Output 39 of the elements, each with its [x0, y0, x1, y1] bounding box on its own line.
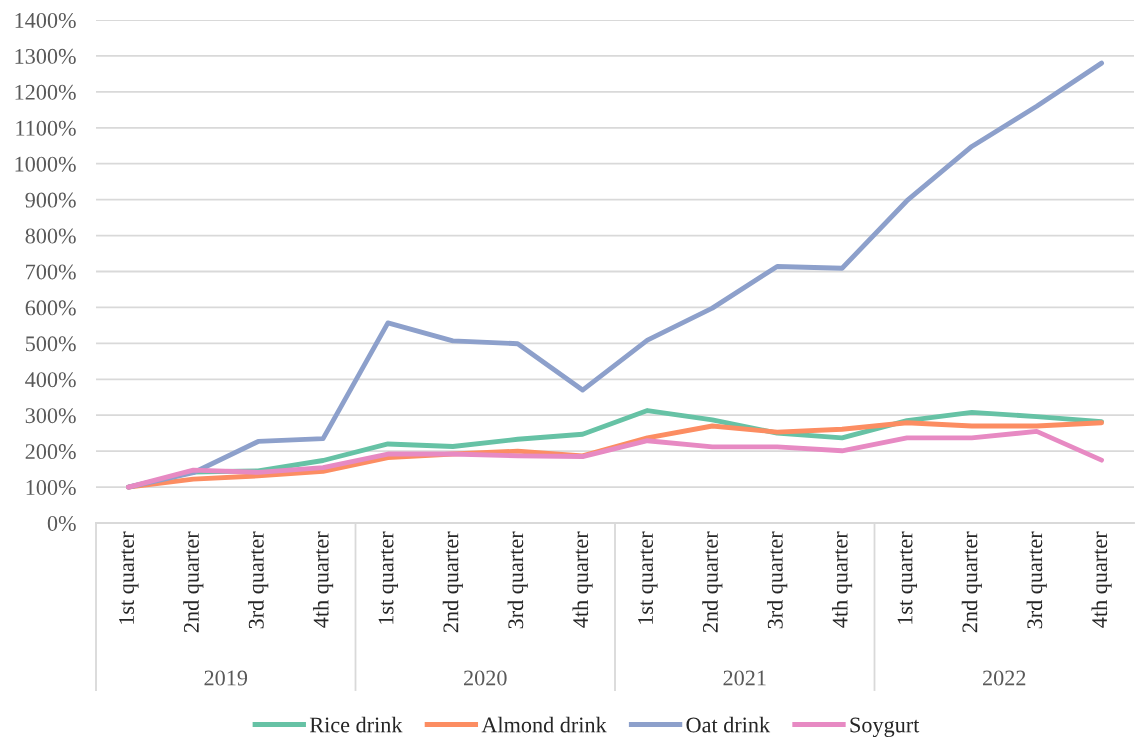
legend-label: Soygurt	[850, 717, 920, 738]
x-tick-label: 1st quarter	[378, 531, 399, 624]
y-tick-label: 800%	[25, 228, 76, 244]
x-tick-label: 1st quarter	[897, 531, 918, 624]
y-tick-label: 600%	[25, 300, 76, 316]
y-tick-label: 1100%	[16, 120, 76, 136]
y-tick-label: 500%	[26, 336, 76, 352]
y-tick-label: 0%	[47, 515, 76, 531]
x-tick-label: 4th quarter	[1091, 531, 1112, 628]
x-tick-label: 4th quarter	[572, 531, 593, 628]
x-tick-label: 3rd quarter	[767, 531, 788, 629]
x-tick-label: 3rd quarter	[507, 531, 528, 629]
y-tick-label: 200%	[25, 444, 76, 460]
text: 2022	[983, 670, 1026, 686]
x-tick-label: 1st quarter	[119, 531, 139, 624]
x-tick-label: 4th quarter	[831, 531, 853, 628]
x-tick-label: 2nd quarter	[702, 531, 723, 633]
y-tick-label: 300%	[25, 408, 76, 424]
text: 2019	[204, 670, 248, 686]
text: 2020	[464, 670, 507, 686]
x-tick-label: 1st quarter	[638, 531, 658, 624]
y-tick-label: 100%	[26, 480, 76, 496]
y-tick-label: 400%	[25, 372, 76, 388]
x-tick-label: 2nd quarter	[183, 531, 204, 633]
x-tick-label: 2nd quarter	[442, 531, 463, 633]
x-tick-label: 3rd quarter	[1026, 531, 1047, 629]
x-tick-label: 4th quarter	[312, 531, 334, 628]
legend-label: Almond drink	[481, 716, 607, 733]
y-tick-label: 1300%	[15, 48, 76, 64]
text: 2021	[723, 670, 766, 686]
x-tick-label: 2nd quarter	[961, 531, 982, 633]
legend-label: Rice drink	[309, 716, 403, 733]
y-tick-label: 1400%	[15, 12, 76, 28]
y-tick-label: 900%	[25, 192, 76, 208]
y-tick-label: 1200%	[15, 84, 76, 100]
y-tick-label: 1000%	[15, 156, 76, 172]
y-tick-label: 700%	[26, 264, 76, 280]
legend-label: Oat drink	[686, 716, 771, 733]
x-tick-label: 3rd quarter	[248, 531, 269, 629]
